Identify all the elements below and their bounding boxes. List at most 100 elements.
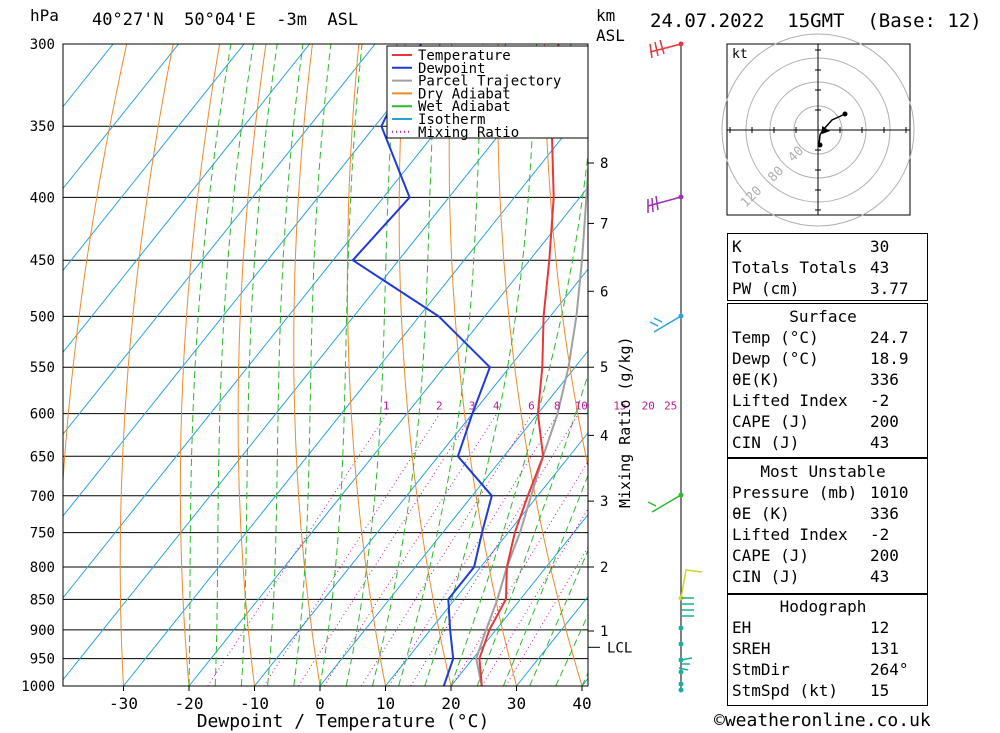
km-tick-label: 6	[600, 284, 608, 300]
lcl-label: LCL	[607, 640, 632, 656]
mu-li-label: Lifted Index	[732, 525, 848, 544]
pressure-tick-label: 300	[30, 37, 55, 53]
x-tick-label: -30	[109, 694, 138, 713]
dry-adiabat-line	[119, 44, 174, 686]
pressure-tick-label: 850	[30, 592, 55, 608]
km-ref-label: ASL	[596, 26, 625, 45]
km-tick-label: 7	[600, 216, 608, 232]
pressure-tick-label: 700	[30, 489, 55, 505]
legend-entry: Parcel Trajectory	[418, 74, 561, 90]
mixing-ratio-label: 20	[642, 400, 655, 413]
wet-adiabat-line	[476, 373, 588, 686]
isotherm-line	[63, 44, 245, 272]
wind-barb	[647, 195, 682, 213]
isotherm-line	[254, 268, 588, 686]
isotherm-line	[450, 513, 588, 686]
isotherm-line	[385, 432, 588, 686]
mixing-ratio-label: 3	[469, 400, 476, 413]
pressure-tick-label: 950	[30, 652, 55, 668]
pressure-tick-label: 400	[30, 190, 55, 206]
wind-barb	[649, 315, 682, 333]
hodograph-params-table: Hodograph EH 12 SREH 131 StmDir 264° StmSpd…	[728, 596, 918, 701]
eh-label: EH	[732, 618, 752, 637]
wind-level-dot	[678, 681, 684, 687]
wind-level-dot	[678, 687, 684, 693]
most-unstable-table: Most Unstable Pressure (mb) 1010 θE (K) 33…	[728, 461, 918, 587]
legend-entry: Wet Adiabat	[418, 99, 511, 115]
wet-adiabat-line	[345, 44, 398, 686]
datetime-title: 24.07.2022 15GMT (Base: 12)	[650, 10, 982, 32]
mixing-ratio-label: 4	[493, 400, 500, 413]
surface-li-label: Lifted Index	[732, 391, 848, 410]
mixing-ratio-label: 15	[613, 400, 626, 413]
mixing-ratio-line	[323, 413, 498, 686]
km-tick-label: 2	[600, 560, 608, 576]
pressure-tick-label: 450	[30, 253, 55, 269]
sreh-label: SREH	[732, 639, 771, 658]
isotherm-line	[63, 44, 310, 354]
x-tick-label: 20	[441, 694, 460, 713]
footer-credit[interactable]: ©weatheronline.co.uk	[714, 710, 931, 731]
wet-adiabat-line	[371, 44, 438, 686]
pressure-tick-label: 900	[30, 623, 55, 639]
km-tick-label: 8	[600, 156, 608, 172]
isotherm-line	[63, 44, 179, 190]
pressure-tick-label: 350	[30, 119, 55, 135]
k-label: K	[732, 237, 742, 256]
mu-thetae-label: θE (K)	[732, 504, 790, 523]
dry-adiabat-line	[591, 44, 713, 686]
x-tick-label: 30	[507, 694, 526, 713]
legend-entry: Dewpoint	[418, 61, 485, 77]
wet-adiabat-line	[267, 44, 304, 686]
dry-adiabat-line	[346, 44, 386, 686]
wet-adiabat-line	[450, 149, 588, 686]
mixing-ratio-line	[360, 413, 533, 686]
wet-adiabat-line	[398, 44, 484, 686]
dry-adiabat-line	[497, 44, 583, 686]
mixing-ratio-line	[388, 413, 559, 686]
wind-barb	[680, 569, 703, 599]
surface-table: Surface Temp (°C) 24.7 Dewp (°C) 18.9 θE(K…	[728, 306, 918, 453]
hodograph-point	[817, 142, 823, 148]
mixing-ratio-label: 10	[575, 400, 588, 413]
pw-label: PW (cm)	[732, 279, 800, 298]
surface-li-value: -2	[870, 391, 890, 410]
wind-level-dot	[678, 625, 684, 631]
legend-entry: Temperature	[418, 48, 511, 64]
dry-adiabat-line	[916, 44, 1000, 686]
surface-cin-label: CIN (J)	[732, 433, 800, 452]
wind-profile	[647, 39, 703, 693]
stmdir-label: StmDir	[732, 660, 790, 679]
mixing-ratio-line	[505, 546, 588, 686]
km-unit-label: km	[596, 6, 616, 25]
plot-frame	[62, 43, 589, 687]
wet-adiabat-line	[555, 613, 588, 686]
tt-label: Totals Totals	[732, 258, 858, 277]
storm-motion-marker	[822, 126, 830, 134]
wind-barb	[647, 494, 682, 513]
surface-thetae-label: θE(K)	[732, 370, 781, 389]
dewpoint-line	[351, 44, 493, 686]
mu-pressure-label: Pressure (mb)	[732, 483, 858, 502]
tt-value: 43	[870, 258, 890, 277]
km-tick-label: 3	[600, 494, 608, 510]
location-title: 40°27'N 50°04'E -3m ASL	[92, 10, 359, 30]
legend-entry: Dry Adiabat	[418, 86, 511, 102]
dry-adiabat-line	[179, 44, 221, 686]
wet-adiabat-line	[214, 44, 254, 686]
isotherm-line	[63, 44, 441, 517]
wet-adiabat-line	[424, 44, 537, 686]
mixing-ratio-line	[298, 413, 474, 686]
sreh-value: 131	[870, 639, 899, 658]
dry-adiabat-line	[63, 44, 128, 489]
surface-dewp-value: 18.9	[870, 349, 909, 368]
mu-cin-value: 43	[870, 567, 890, 586]
surface-cape-value: 200	[870, 412, 899, 431]
mu-li-value: -2	[870, 525, 890, 544]
pressure-tick-label: 800	[30, 560, 55, 576]
isotherm-line	[123, 104, 588, 686]
wet-adiabat-line	[240, 44, 278, 686]
legend-entry: Isotherm	[418, 112, 485, 128]
hodograph: kt 40 80 120	[721, 33, 915, 227]
